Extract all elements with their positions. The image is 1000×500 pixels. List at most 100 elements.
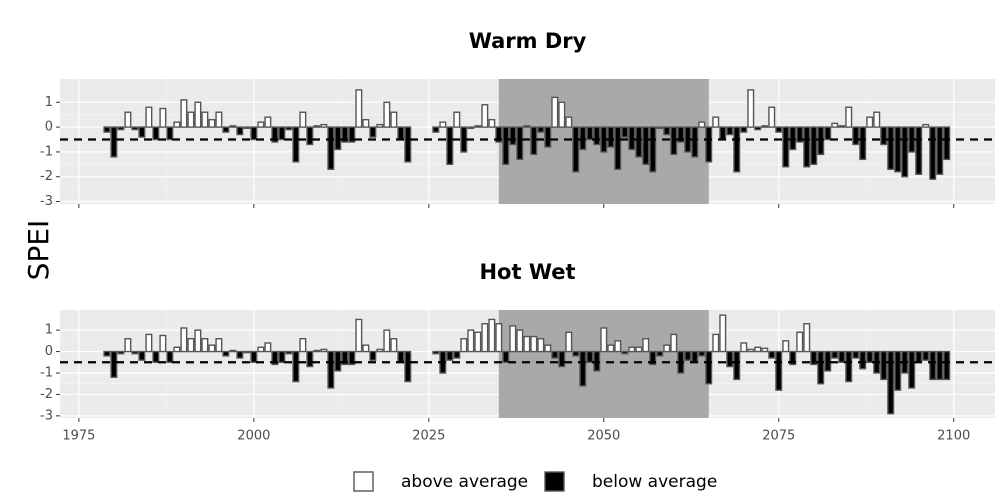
bar [705,350,713,385]
bar [250,126,258,141]
bar [670,333,678,353]
bar [698,121,706,128]
bar [852,350,860,359]
y-tick-label: 1 [45,323,53,338]
y-tick-label: -1 [40,144,53,159]
bar [236,350,244,359]
bar [754,346,762,353]
bar [327,126,335,170]
bar [488,318,496,353]
bar [166,350,174,363]
x-tick-label: 2000 [237,429,270,444]
bar [131,126,139,131]
bar [593,126,601,146]
bar [474,125,482,128]
bar [817,126,825,156]
bar [341,126,349,143]
bar [173,121,181,128]
y-tick-label: -3 [40,194,53,209]
y-tick-label: 0 [45,344,53,359]
bar [796,331,804,353]
bar [369,126,377,138]
bar [453,111,461,128]
bar [894,126,902,173]
bar [201,338,209,353]
bar [208,344,216,353]
bar [922,350,930,361]
bar [348,350,356,366]
bar [663,126,671,136]
bar [320,348,328,353]
bar [376,123,384,128]
bar [180,99,188,128]
bar [719,314,727,353]
bar [656,350,664,357]
bar [523,125,531,128]
bar [530,126,538,156]
bar [180,327,188,353]
bar [684,126,692,153]
bar [152,350,160,363]
bar [628,346,636,353]
bar [320,123,328,128]
bar [474,331,482,353]
y-tick-label: -3 [40,408,53,423]
bar [803,323,811,353]
bar [390,111,398,128]
bar [824,126,832,141]
x-tick-label: 2075 [762,429,795,444]
bar [530,335,538,353]
bar [334,350,342,372]
bar [159,107,167,128]
bar [327,350,335,389]
panel-title: Warm Dry [469,29,587,53]
bar [656,126,664,130]
bar [278,350,286,363]
bar [453,350,461,359]
bar [894,350,902,391]
bar [257,346,265,353]
bar [243,350,251,354]
bar [138,126,146,138]
legend-swatch [544,471,565,492]
bar [222,126,230,133]
bar [187,338,195,353]
bar [229,349,237,353]
bar [348,126,356,143]
bar [502,126,510,166]
bar [271,350,279,366]
bar [152,126,160,141]
bar [551,350,559,359]
bar [355,89,363,128]
bar [215,111,223,128]
bar [495,126,503,143]
bar [866,350,874,363]
bar [747,348,755,353]
bar [537,338,545,353]
bar [299,111,307,128]
bar [628,126,636,151]
bar [838,350,846,363]
bar [901,126,909,178]
bar [194,329,202,353]
bar [754,126,762,131]
bar [166,126,174,141]
bar [558,350,566,368]
bar [208,118,216,128]
bar [159,334,167,353]
bar [516,329,524,353]
bar [817,350,825,385]
bar [488,118,496,128]
bar [859,126,867,161]
bar [782,340,790,353]
bar [712,333,720,353]
bar [558,101,566,128]
bar [810,126,818,166]
bar [481,104,489,128]
bar [460,126,468,153]
bar [698,350,706,357]
bar [509,325,517,353]
bar [915,126,923,175]
bar [796,126,804,143]
bar [334,126,342,151]
